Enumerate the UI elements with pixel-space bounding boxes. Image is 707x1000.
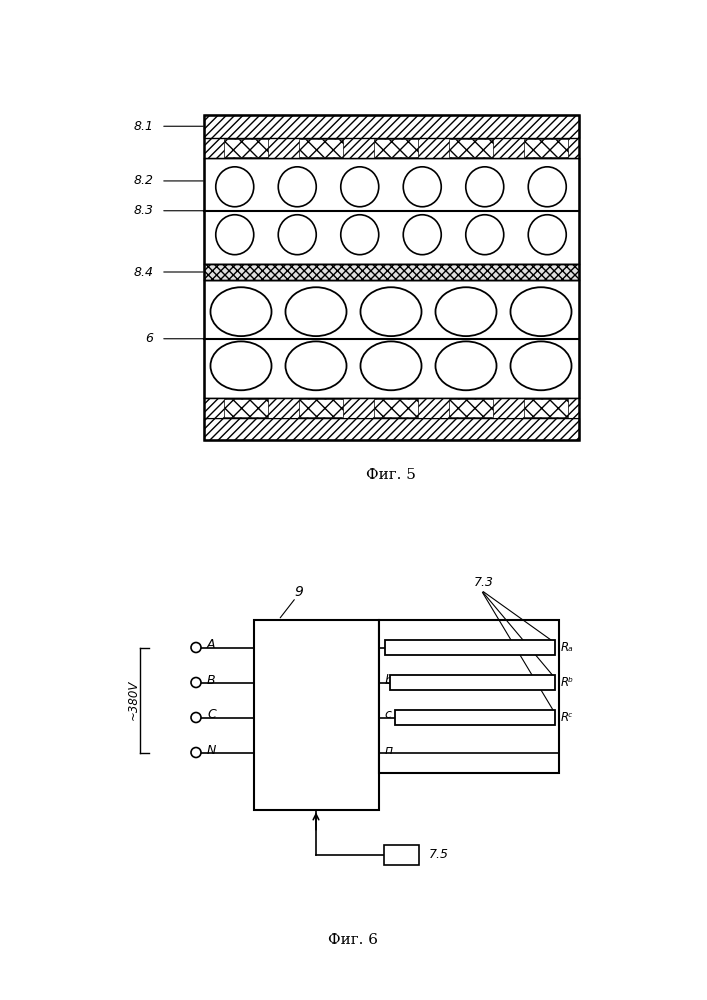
Ellipse shape [466, 167, 504, 207]
Ellipse shape [341, 167, 379, 207]
Text: 8.1: 8.1 [134, 120, 153, 133]
Text: 7.3: 7.3 [474, 576, 493, 589]
Text: N: N [207, 744, 216, 756]
Text: ~380V: ~380V [127, 680, 140, 720]
Bar [204, 418, 578, 440]
Bar [204, 157, 578, 264]
Ellipse shape [436, 341, 496, 390]
Bar [204, 115, 578, 137]
Bar [374, 398, 418, 416]
Bar [378, 620, 559, 772]
Bar [395, 710, 554, 725]
Circle shape [191, 748, 201, 758]
Ellipse shape [279, 167, 316, 207]
Bar [224, 138, 268, 156]
Ellipse shape [510, 287, 571, 336]
Text: a: a [385, 639, 392, 652]
Ellipse shape [216, 215, 254, 255]
Text: 7.5: 7.5 [428, 848, 448, 861]
Bar [204, 280, 578, 397]
Text: п: п [385, 744, 392, 756]
Bar [299, 138, 343, 156]
Ellipse shape [286, 287, 346, 336]
Ellipse shape [403, 167, 441, 207]
Ellipse shape [528, 167, 566, 207]
Text: 8.2: 8.2 [134, 174, 153, 187]
Text: c: c [385, 708, 392, 722]
Text: A: A [207, 639, 216, 652]
Bar [204, 115, 578, 440]
Bar [383, 845, 419, 865]
Bar [254, 620, 378, 810]
Ellipse shape [279, 215, 316, 255]
Ellipse shape [211, 287, 271, 336]
Bar [524, 138, 568, 156]
Text: 8.4: 8.4 [134, 265, 153, 278]
Circle shape [191, 678, 201, 688]
Bar [224, 398, 268, 416]
Ellipse shape [361, 341, 421, 390]
Ellipse shape [216, 167, 254, 207]
Text: 8.3: 8.3 [134, 204, 153, 217]
Bar [204, 264, 578, 280]
Bar [299, 398, 343, 416]
Text: Фиг. 6: Фиг. 6 [329, 933, 378, 947]
Text: b: b [385, 674, 392, 686]
Circle shape [191, 712, 201, 722]
Ellipse shape [466, 215, 504, 255]
Text: Фиг. 5: Фиг. 5 [366, 468, 416, 482]
Text: C: C [207, 708, 216, 722]
Bar [385, 640, 554, 655]
Bar [204, 397, 578, 418]
Ellipse shape [403, 215, 441, 255]
Ellipse shape [286, 341, 346, 390]
Ellipse shape [510, 341, 571, 390]
Text: 9: 9 [294, 585, 303, 599]
Text: Rᵇ: Rᵇ [561, 676, 573, 689]
Text: 6: 6 [146, 332, 153, 345]
Bar [524, 398, 568, 416]
Bar [449, 138, 493, 156]
Text: B: B [207, 674, 216, 686]
Text: Rᶜ: Rᶜ [561, 711, 573, 724]
Bar [449, 398, 493, 416]
Bar [374, 138, 418, 156]
Bar [204, 137, 578, 157]
Text: Rₐ: Rₐ [561, 641, 573, 654]
Ellipse shape [436, 287, 496, 336]
Circle shape [191, 643, 201, 652]
Ellipse shape [211, 341, 271, 390]
Ellipse shape [528, 215, 566, 255]
Bar [390, 675, 554, 690]
Ellipse shape [361, 287, 421, 336]
Ellipse shape [341, 215, 379, 255]
